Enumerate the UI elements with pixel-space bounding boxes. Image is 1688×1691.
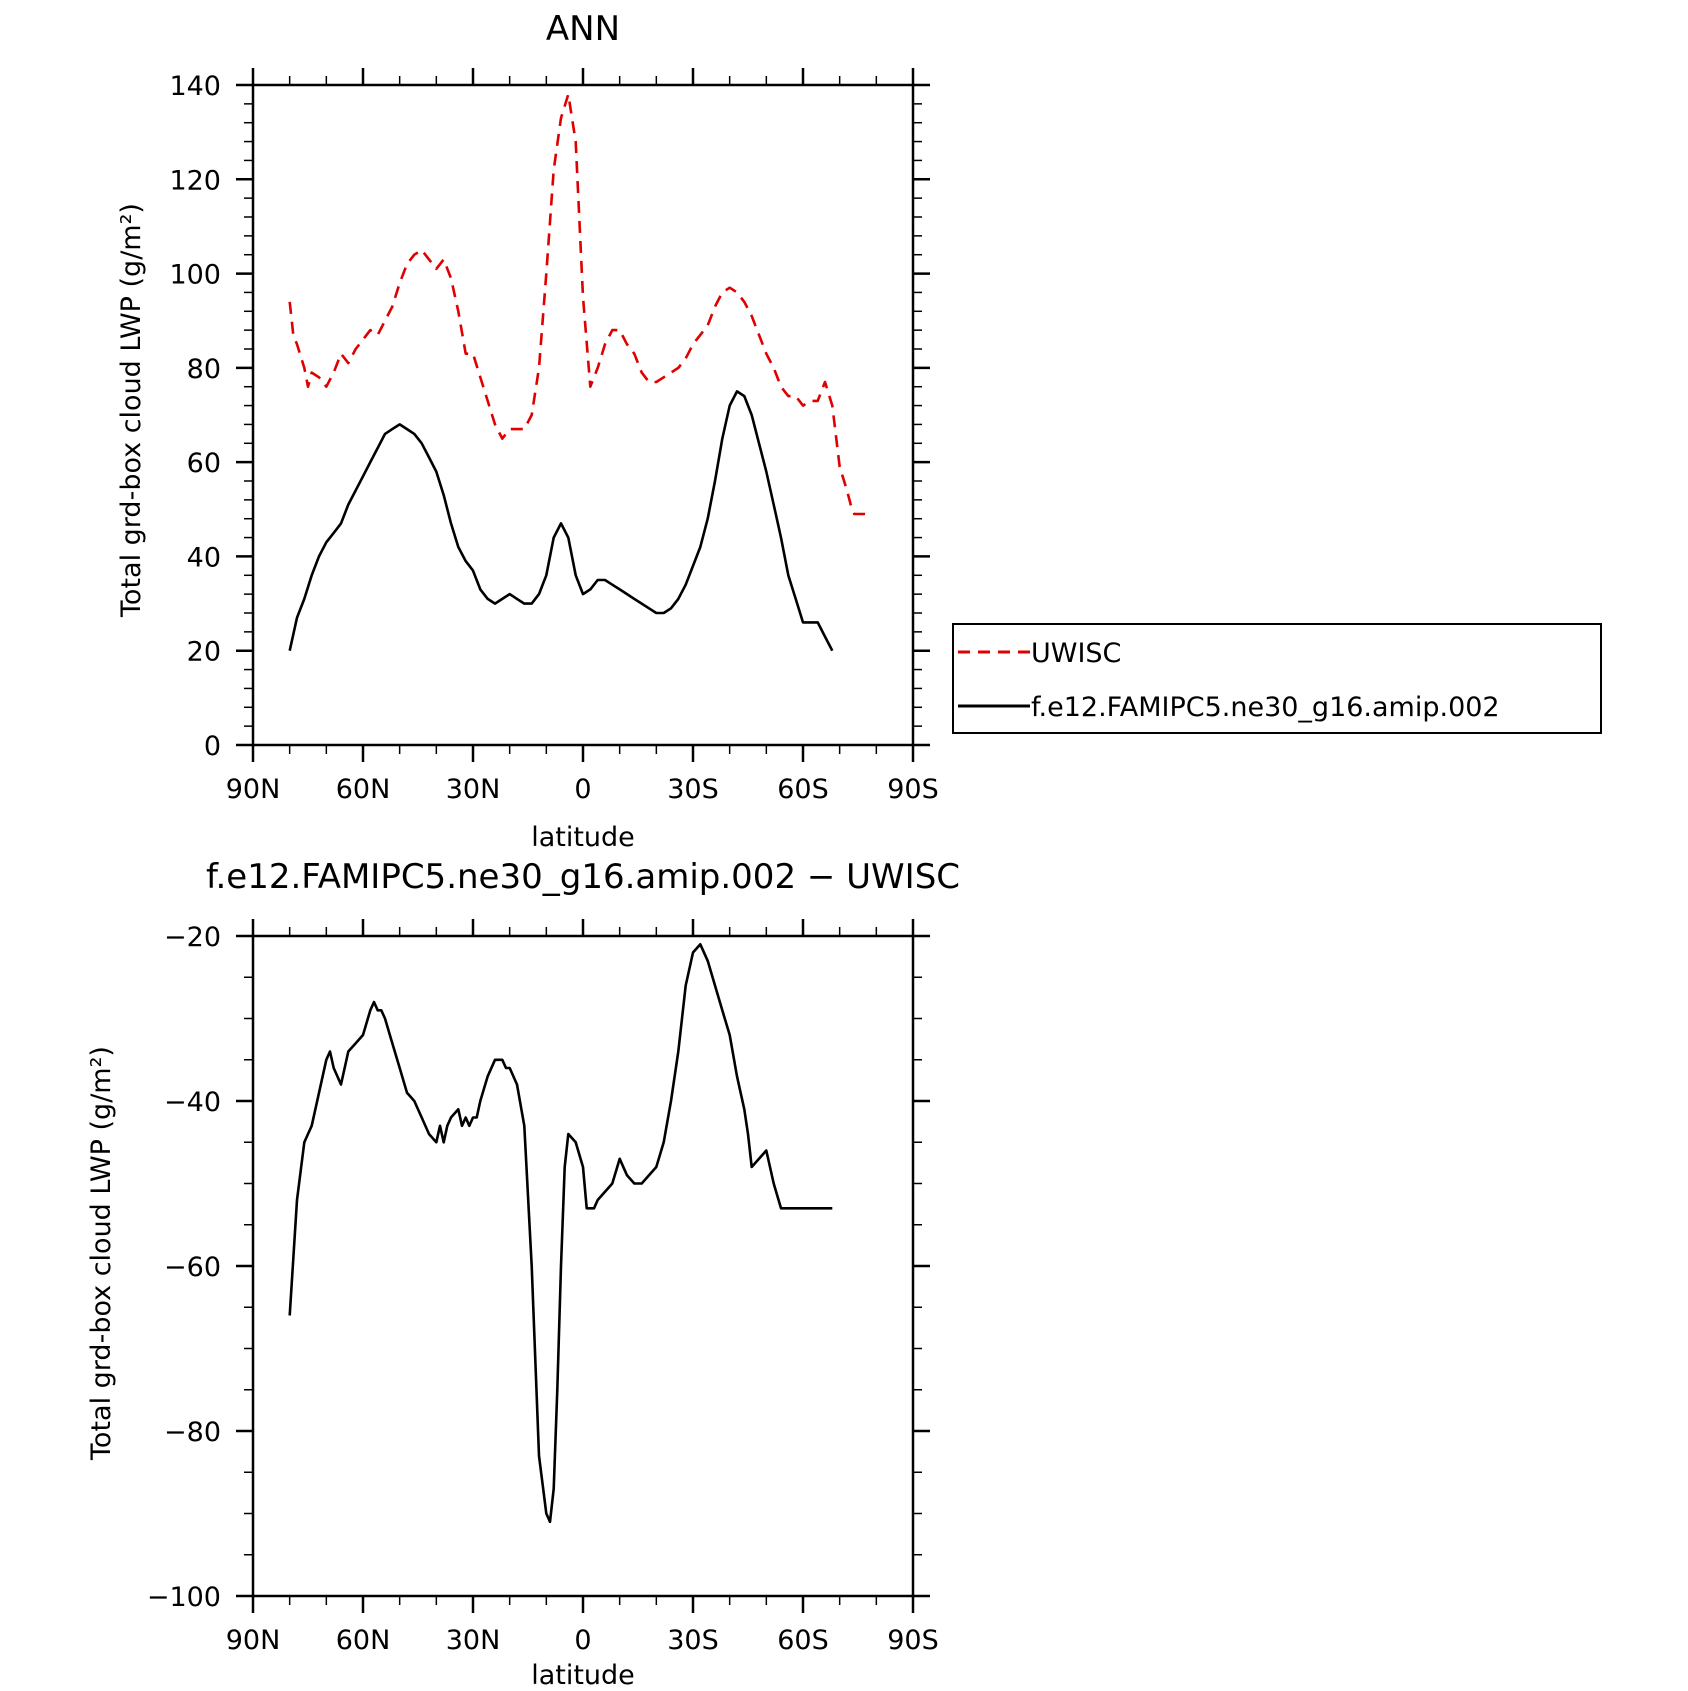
x-tick-label: 90S (887, 774, 939, 805)
panel1-frame (251, 83, 915, 747)
series-line-1 (288, 390, 834, 652)
y-tick-label: −80 (164, 1417, 221, 1448)
series-line-0 (288, 93, 869, 516)
legend: UWISC f.e12.FAMIPC5.ne30_g16.amip.002 (952, 623, 1602, 734)
x-tick-label: 60N (336, 774, 391, 805)
x-tick-label: 90N (226, 774, 281, 805)
y-tick-label: −100 (147, 1582, 221, 1613)
legend-label-uwisc: UWISC (1031, 638, 1121, 669)
x-tick-label: 90N (226, 1625, 281, 1656)
panel1-ticks: 90N 60N 30N 0 30S 60S 90S 0 20 40 60 80 100 120 140 (169, 68, 939, 805)
legend-label-model: f.e12.FAMIPC5.ne30_g16.amip.002 (1031, 692, 1500, 723)
panel2-ylabel: Total grd-box cloud LWP (g/m²) (86, 1046, 117, 1461)
x-tick-label: 0 (574, 774, 591, 805)
panel2-frame (251, 934, 915, 1598)
y-tick-label: 0 (204, 731, 221, 762)
panel1-series (288, 93, 869, 652)
x-tick-label: 60N (336, 1625, 391, 1656)
panel1-ylabel: Total grd-box cloud LWP (g/m²) (116, 203, 147, 618)
y-tick-label: 80 (187, 354, 221, 385)
panel1-xlabel: latitude (531, 822, 635, 853)
y-tick-label: 60 (187, 448, 221, 479)
x-tick-label: 30S (667, 1625, 719, 1656)
x-tick-label: 30N (446, 1625, 501, 1656)
panel-annual-lwp: ANN latitude Total grd-box cloud LWP (g/… (116, 9, 939, 853)
y-tick-label: 140 (169, 71, 221, 102)
x-tick-label: 60S (777, 1625, 829, 1656)
x-tick-label: 90S (887, 1625, 939, 1656)
panel2-xlabel: latitude (531, 1660, 635, 1691)
panel2-title: f.e12.FAMIPC5.ne30_g16.amip.002 − UWISC (206, 857, 960, 897)
panel2-series (288, 942, 833, 1524)
panel-difference-lwp: f.e12.FAMIPC5.ne30_g16.amip.002 − UWISC … (86, 857, 960, 1691)
x-tick-label: 0 (574, 1625, 591, 1656)
y-tick-label: −40 (164, 1087, 221, 1118)
y-tick-label: 40 (187, 542, 221, 573)
y-tick-label: −60 (164, 1252, 221, 1283)
series-line-0 (288, 942, 833, 1524)
y-tick-label: 100 (169, 260, 221, 291)
x-tick-label: 30S (667, 774, 719, 805)
y-tick-label: 20 (187, 637, 221, 668)
panel1-title: ANN (546, 9, 620, 49)
legend-box (952, 623, 1602, 734)
x-tick-label: 60S (777, 774, 829, 805)
y-tick-label: 120 (169, 165, 221, 196)
x-tick-label: 30N (446, 774, 501, 805)
y-tick-label: −20 (164, 922, 221, 953)
panel2-ticks: 90N 60N 30N 0 30S 60S 90S −100 −80 −60 −40 −20 (147, 919, 939, 1656)
